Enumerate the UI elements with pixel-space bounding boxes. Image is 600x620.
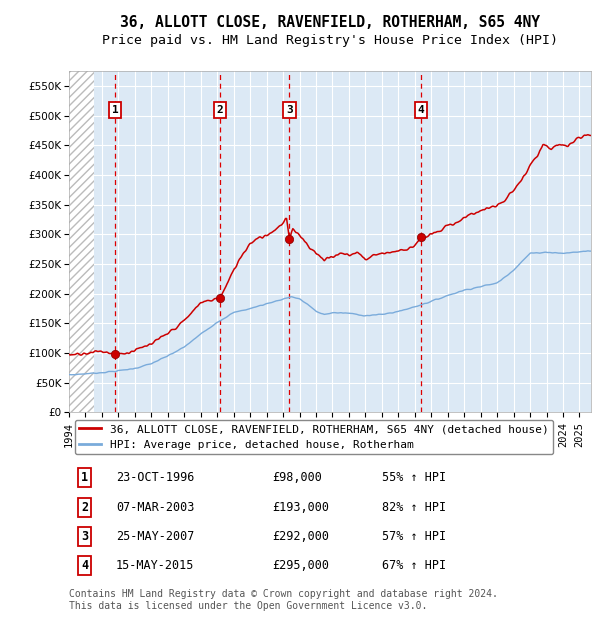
Legend: 36, ALLOTT CLOSE, RAVENFIELD, ROTHERHAM, S65 4NY (detached house), HPI: Average : 36, ALLOTT CLOSE, RAVENFIELD, ROTHERHAM,… — [74, 420, 553, 454]
Text: £98,000: £98,000 — [272, 471, 322, 484]
Text: 2: 2 — [217, 105, 224, 115]
Text: 3: 3 — [286, 105, 293, 115]
Text: 1: 1 — [112, 105, 119, 115]
Text: 07-MAR-2003: 07-MAR-2003 — [116, 500, 194, 513]
Text: 25-MAY-2007: 25-MAY-2007 — [116, 530, 194, 543]
Text: 4: 4 — [418, 105, 424, 115]
Text: 2: 2 — [81, 500, 88, 513]
Text: Price paid vs. HM Land Registry's House Price Index (HPI): Price paid vs. HM Land Registry's House … — [102, 34, 558, 46]
Text: 36, ALLOTT CLOSE, RAVENFIELD, ROTHERHAM, S65 4NY: 36, ALLOTT CLOSE, RAVENFIELD, ROTHERHAM,… — [120, 16, 540, 30]
Text: £295,000: £295,000 — [272, 559, 329, 572]
Bar — [69, 71, 94, 412]
Text: 4: 4 — [81, 559, 88, 572]
Text: 15-MAY-2015: 15-MAY-2015 — [116, 559, 194, 572]
Text: 23-OCT-1996: 23-OCT-1996 — [116, 471, 194, 484]
Text: £193,000: £193,000 — [272, 500, 329, 513]
Text: 55% ↑ HPI: 55% ↑ HPI — [382, 471, 446, 484]
Text: 3: 3 — [81, 530, 88, 543]
Text: 67% ↑ HPI: 67% ↑ HPI — [382, 559, 446, 572]
Text: 82% ↑ HPI: 82% ↑ HPI — [382, 500, 446, 513]
Text: £292,000: £292,000 — [272, 530, 329, 543]
Text: 57% ↑ HPI: 57% ↑ HPI — [382, 530, 446, 543]
Text: 1: 1 — [81, 471, 88, 484]
Text: Contains HM Land Registry data © Crown copyright and database right 2024.
This d: Contains HM Land Registry data © Crown c… — [69, 589, 498, 611]
